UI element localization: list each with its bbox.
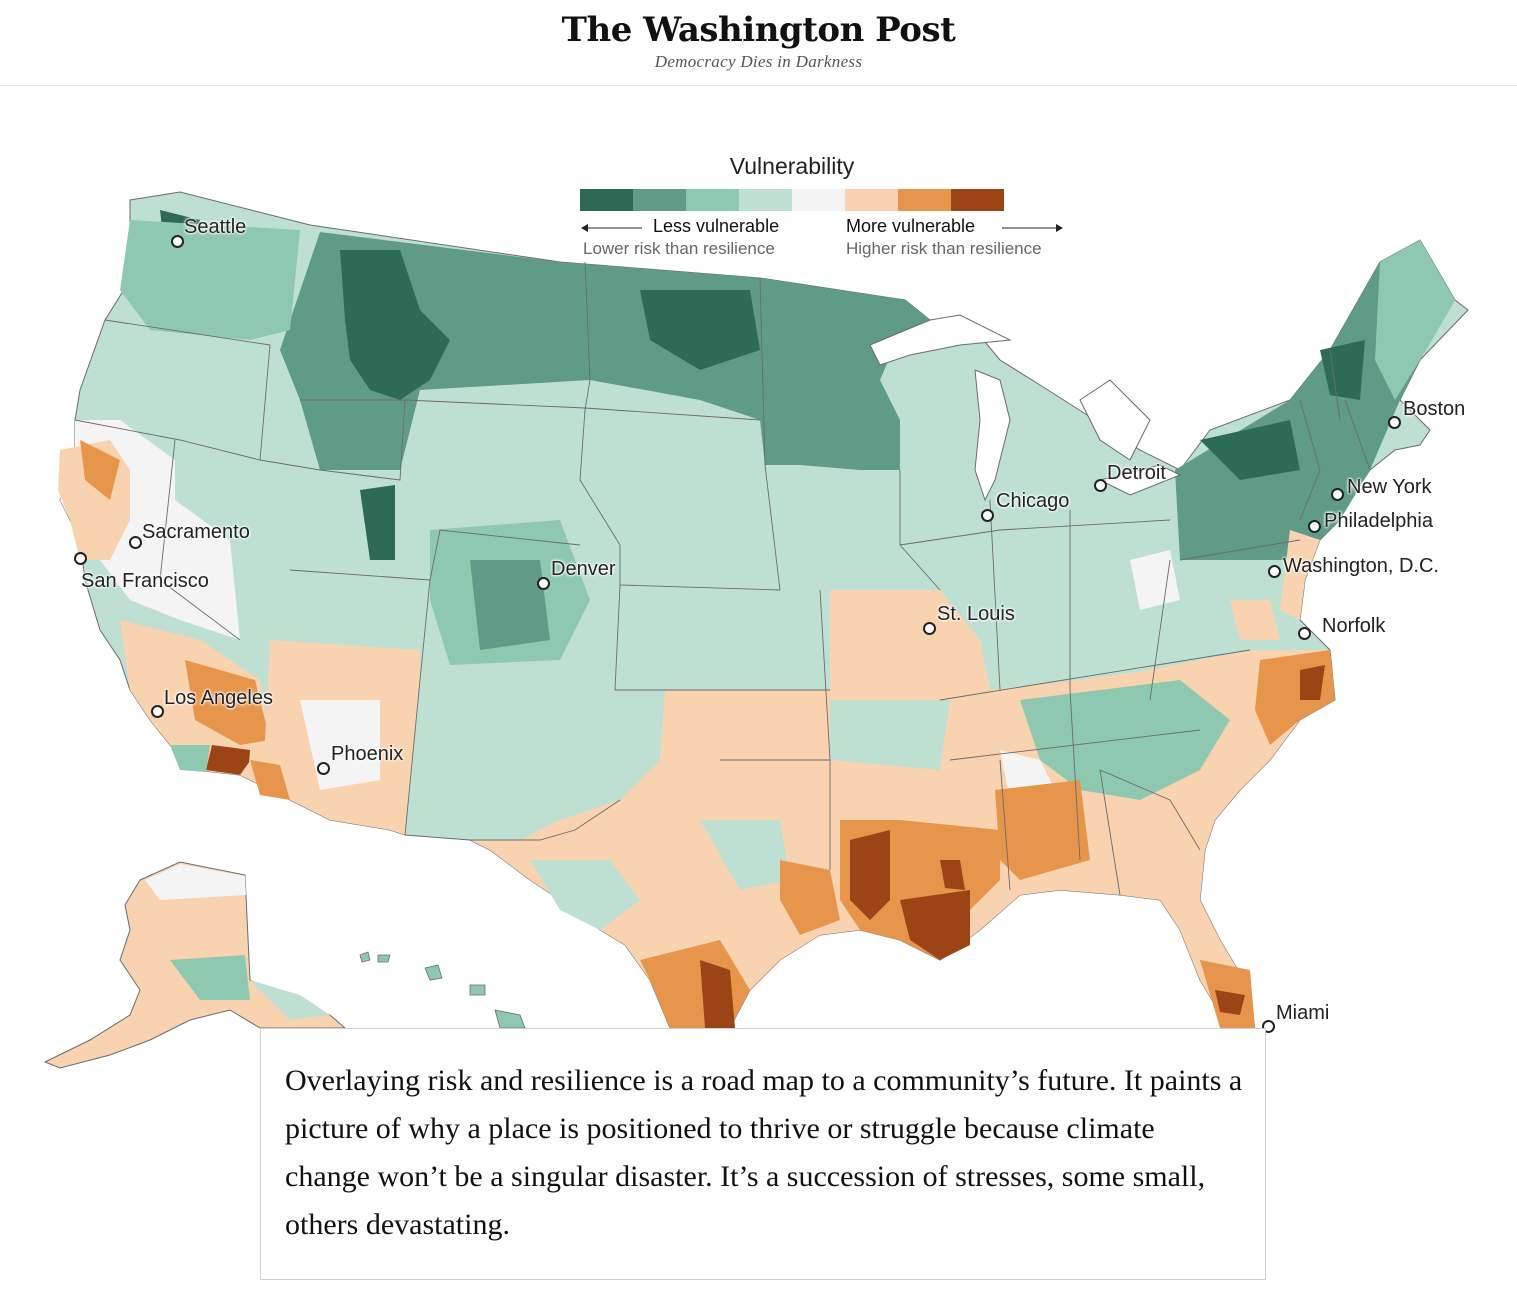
region-mid-green xyxy=(1375,240,1455,400)
region-darkest-orange xyxy=(850,830,890,920)
legend-swatch xyxy=(845,189,898,211)
region-darkest-orange xyxy=(206,745,250,776)
city-label-denver: Denver xyxy=(551,558,616,580)
region-darkest-orange xyxy=(1300,665,1325,700)
region-darkest-orange xyxy=(940,860,965,890)
city-label-san-francisco: San Francisco xyxy=(81,570,209,592)
region-orange xyxy=(780,860,840,935)
city-marker-seattle xyxy=(171,235,184,248)
city-marker-sacramento xyxy=(129,536,142,549)
legend-swatch xyxy=(686,189,739,211)
city-label-sacramento: Sacramento xyxy=(142,521,250,543)
city-marker-new-york xyxy=(1331,488,1344,501)
city-marker-denver xyxy=(537,577,550,590)
region-darkest-orange xyxy=(900,890,970,960)
city-label-boston: Boston xyxy=(1403,398,1466,420)
region-light-green-patch xyxy=(700,820,790,890)
legend-swatch xyxy=(792,189,845,211)
region-mid-green xyxy=(120,220,300,340)
city-label-norfolk: Norfolk xyxy=(1322,615,1386,637)
region-orange xyxy=(185,660,270,745)
city-label-miami: Miami xyxy=(1276,1002,1330,1024)
city-label-new-york: New York xyxy=(1347,476,1432,498)
city-marker-phoenix xyxy=(317,762,330,775)
legend-color-scale xyxy=(580,189,1004,211)
city-marker-washington-dc xyxy=(1268,565,1281,578)
city-marker-boston xyxy=(1388,416,1401,429)
legend-more-sublabel: Higher risk than resilience xyxy=(846,239,1042,258)
city-label-washington-dc: Washington, D.C. xyxy=(1283,555,1439,577)
city-label-philadelphia: Philadelphia xyxy=(1324,510,1433,532)
alaska-green xyxy=(250,980,330,1020)
region-mid-green xyxy=(1020,680,1230,800)
region-orange xyxy=(80,440,120,500)
city-marker-los-angeles xyxy=(151,705,164,718)
legend-swatch xyxy=(951,189,1004,211)
city-marker-norfolk xyxy=(1298,627,1311,640)
region-dark-green xyxy=(470,560,550,650)
legend-swatch xyxy=(633,189,686,211)
legend-swatch xyxy=(739,189,792,211)
city-marker-st-louis xyxy=(923,622,936,635)
legend-less-label: Less vulnerable xyxy=(653,216,780,236)
lake-erie xyxy=(1098,464,1182,496)
region-light-orange xyxy=(830,590,990,700)
city-label-phoenix: Phoenix xyxy=(331,743,404,765)
city-marker-philadelphia xyxy=(1308,520,1321,533)
region-white xyxy=(1130,550,1180,610)
left-arrow-icon xyxy=(581,224,642,232)
region-darkest-green xyxy=(640,290,760,370)
legend-less-sublabel: Lower risk than resilience xyxy=(583,239,775,258)
region-light-green-patch xyxy=(530,860,640,930)
city-label-st-louis: St. Louis xyxy=(937,603,1015,625)
city-label-chicago: Chicago xyxy=(996,490,1070,512)
region-darkest-orange xyxy=(700,960,735,1028)
lake-michigan xyxy=(974,369,1011,502)
legend-swatch xyxy=(898,189,951,211)
lake-huron xyxy=(1079,379,1151,461)
city-label-seattle: Seattle xyxy=(184,216,247,238)
region-orange xyxy=(250,760,290,800)
region-darkest-green xyxy=(1200,420,1300,480)
site-header: The Washington Post Democracy Dies in Da… xyxy=(0,0,1517,86)
state-borders xyxy=(74,261,1371,896)
region-darkest-green xyxy=(360,485,395,560)
legend-swatch xyxy=(580,189,633,211)
pull-quote-box: Overlaying risk and resilience is a road… xyxy=(260,1028,1266,1280)
hawaii xyxy=(359,951,526,1029)
region-dark-green xyxy=(280,232,930,470)
legend-more-label: More vulnerable xyxy=(846,216,976,236)
region-darkest-orange xyxy=(1215,990,1245,1015)
city-label-detroit: Detroit xyxy=(1107,462,1166,484)
region-orange xyxy=(995,780,1090,880)
region-orange xyxy=(1255,650,1335,745)
region-darkest-green xyxy=(340,250,450,400)
city-marker-detroit xyxy=(1094,479,1107,492)
alaska-green xyxy=(170,955,250,1000)
region-darkest-green xyxy=(1320,340,1365,400)
brand-logo[interactable]: The Washington Post xyxy=(561,10,956,50)
region-mid-green xyxy=(170,745,210,772)
city-label-los-angeles: Los Angeles xyxy=(164,687,273,709)
region-light-orange xyxy=(1280,530,1320,620)
pull-quote-text: Overlaying risk and resilience is a road… xyxy=(285,1064,1243,1241)
brand-tagline: Democracy Dies in Darkness xyxy=(654,52,863,71)
city-marker-san-francisco xyxy=(74,552,87,565)
alaska-white xyxy=(145,864,246,900)
lake-superior xyxy=(869,314,1012,366)
city-marker-chicago xyxy=(981,509,994,522)
legend-title: Vulnerability xyxy=(729,153,855,179)
region-light-orange xyxy=(1230,600,1280,640)
right-arrow-icon xyxy=(1002,224,1063,232)
